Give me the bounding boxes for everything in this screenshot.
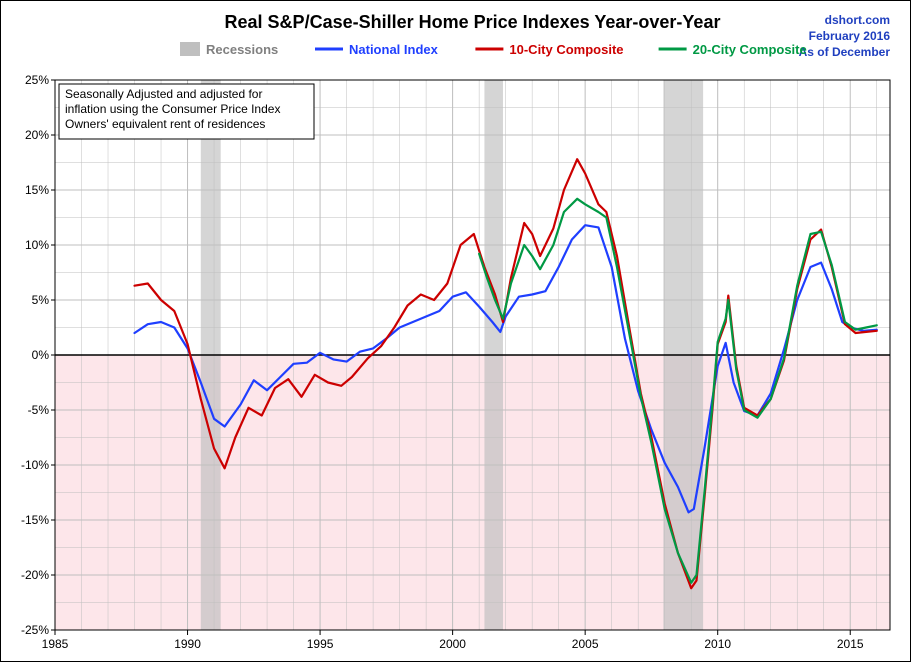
attribution-asof: As of December xyxy=(799,45,891,59)
legend-label-recessions: Recessions xyxy=(206,42,278,57)
y-axis-label: -25% xyxy=(21,623,49,637)
note-line: Seasonally Adjusted and adjusted for xyxy=(65,87,262,101)
legend-label: 20-City Composite xyxy=(693,42,807,57)
chart-title: Real S&P/Case-Shiller Home Price Indexes… xyxy=(225,12,721,32)
y-axis-label: -5% xyxy=(28,403,50,417)
legend-label: 10-City Composite xyxy=(509,42,623,57)
y-axis-label: 0% xyxy=(32,348,50,362)
note-line: Owners' equivalent rent of residences xyxy=(65,117,265,131)
x-axis-label: 2010 xyxy=(704,637,731,651)
chart-container: -25% -20% -15% -10% -5% 0% 5% 10% 15% 20% 25% 1985 1… xyxy=(0,0,911,662)
attribution-site: dshort.com xyxy=(825,13,890,27)
x-axis-label: 2005 xyxy=(572,637,599,651)
note-line: inflation using the Consumer Price Index xyxy=(65,102,280,116)
chart-svg: -25% -20% -15% -10% -5% 0% 5% 10% 15% 20% 25% 1985 1… xyxy=(0,0,911,662)
y-axis-label: 25% xyxy=(25,73,49,87)
legend-label: National Index xyxy=(349,42,439,57)
y-axis-label: 15% xyxy=(25,183,49,197)
y-axis-label: -15% xyxy=(21,513,49,527)
x-axis-label: 1995 xyxy=(307,637,334,651)
legend-swatch-recessions xyxy=(180,42,200,56)
y-axis-label: 20% xyxy=(25,128,49,142)
x-axis-label: 2015 xyxy=(837,637,864,651)
attribution-date: February 2016 xyxy=(809,29,891,43)
y-axis-label: -10% xyxy=(21,458,49,472)
y-axis-label: 10% xyxy=(25,238,49,252)
x-axis-label: 1990 xyxy=(174,637,201,651)
y-axis-label: -20% xyxy=(21,568,49,582)
y-axis-label: 5% xyxy=(32,293,50,307)
x-axis-label: 1985 xyxy=(42,637,69,651)
x-axis-label: 2000 xyxy=(439,637,466,651)
